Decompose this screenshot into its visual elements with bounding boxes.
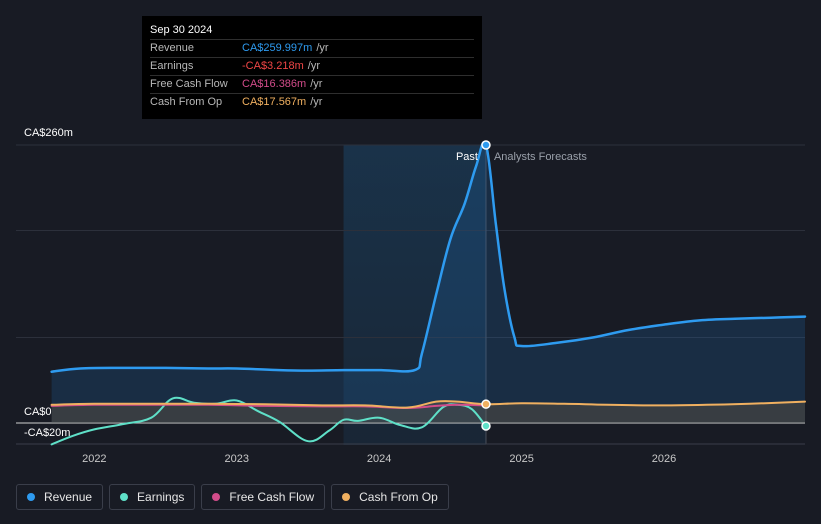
tooltip-label: Cash From Op [150, 96, 223, 108]
tooltip-unit: /yr [310, 96, 323, 108]
cash-from-op-line [50, 400, 806, 409]
forecast-label: Analysts Forecasts [494, 151, 587, 163]
x-tick-label: 2025 [509, 453, 533, 465]
tooltip-label: Free Cash Flow [150, 78, 228, 90]
tooltip-value: CA$259.997m [242, 42, 313, 54]
past-highlight-region [343, 145, 486, 445]
legend-dot-icon [212, 493, 221, 501]
y-tick-label: CA$260m [24, 127, 73, 139]
data-tooltip: Sep 30 2024 Revenue CA$259.997m /yr Earn… [142, 16, 482, 119]
earnings-marker [481, 421, 491, 431]
tooltip-value: -CA$3.218m [242, 60, 304, 72]
tooltip-label: Earnings [150, 60, 194, 72]
legend-label: Earnings [137, 490, 185, 504]
tooltip-row-revenue: Revenue CA$259.997m /yr [150, 39, 474, 57]
tooltip-unit: /yr [307, 60, 320, 72]
tooltip-row-earnings: Earnings -CA$3.218m /yr [150, 57, 474, 75]
legend-dot-icon [342, 493, 351, 501]
cash-from-op-marker [481, 399, 491, 409]
y-tick-label: -CA$20m [24, 427, 70, 439]
x-tick-label: 2026 [652, 453, 676, 465]
tooltip-label: Revenue [150, 42, 195, 54]
legend-label: Cash From Op [359, 490, 438, 504]
revenue-marker [481, 140, 491, 150]
tooltip-value: CA$17.567m [242, 96, 307, 108]
legend-label: Revenue [44, 490, 93, 504]
revenue-area [51, 142, 806, 424]
cash-from-op-area [51, 401, 806, 423]
y-tick-label: CA$0 [24, 406, 52, 418]
chart-legend: Revenue Earnings Free Cash Flow Cash Fro… [16, 484, 449, 510]
legend-item-cash-from-op[interactable]: Cash From Op [331, 484, 449, 510]
x-tick-label: 2022 [82, 453, 106, 465]
legend-dot-icon [120, 493, 129, 501]
legend-label: Free Cash Flow [229, 490, 315, 504]
legend-item-earnings[interactable]: Earnings [109, 484, 196, 510]
tooltip-row-free-cash-flow: Free Cash Flow CA$16.386m /yr [150, 75, 474, 93]
legend-item-revenue[interactable]: Revenue [16, 484, 104, 510]
legend-item-free-cash-flow[interactable]: Free Cash Flow [201, 484, 326, 510]
x-tick-label: 2024 [367, 453, 391, 465]
revenue-line [50, 141, 807, 373]
x-tick-label: 2023 [225, 453, 249, 465]
earnings-line [50, 396, 487, 446]
tooltip-unit: /yr [316, 42, 329, 54]
legend-dot-icon [27, 493, 35, 501]
tooltip-row-cash-from-op: Cash From Op CA$17.567m /yr [150, 93, 474, 111]
tooltip-value: CA$16.386m [242, 78, 307, 90]
tooltip-unit: /yr [310, 78, 323, 90]
past-label: Past [456, 151, 478, 163]
tooltip-date: Sep 30 2024 [150, 24, 213, 36]
